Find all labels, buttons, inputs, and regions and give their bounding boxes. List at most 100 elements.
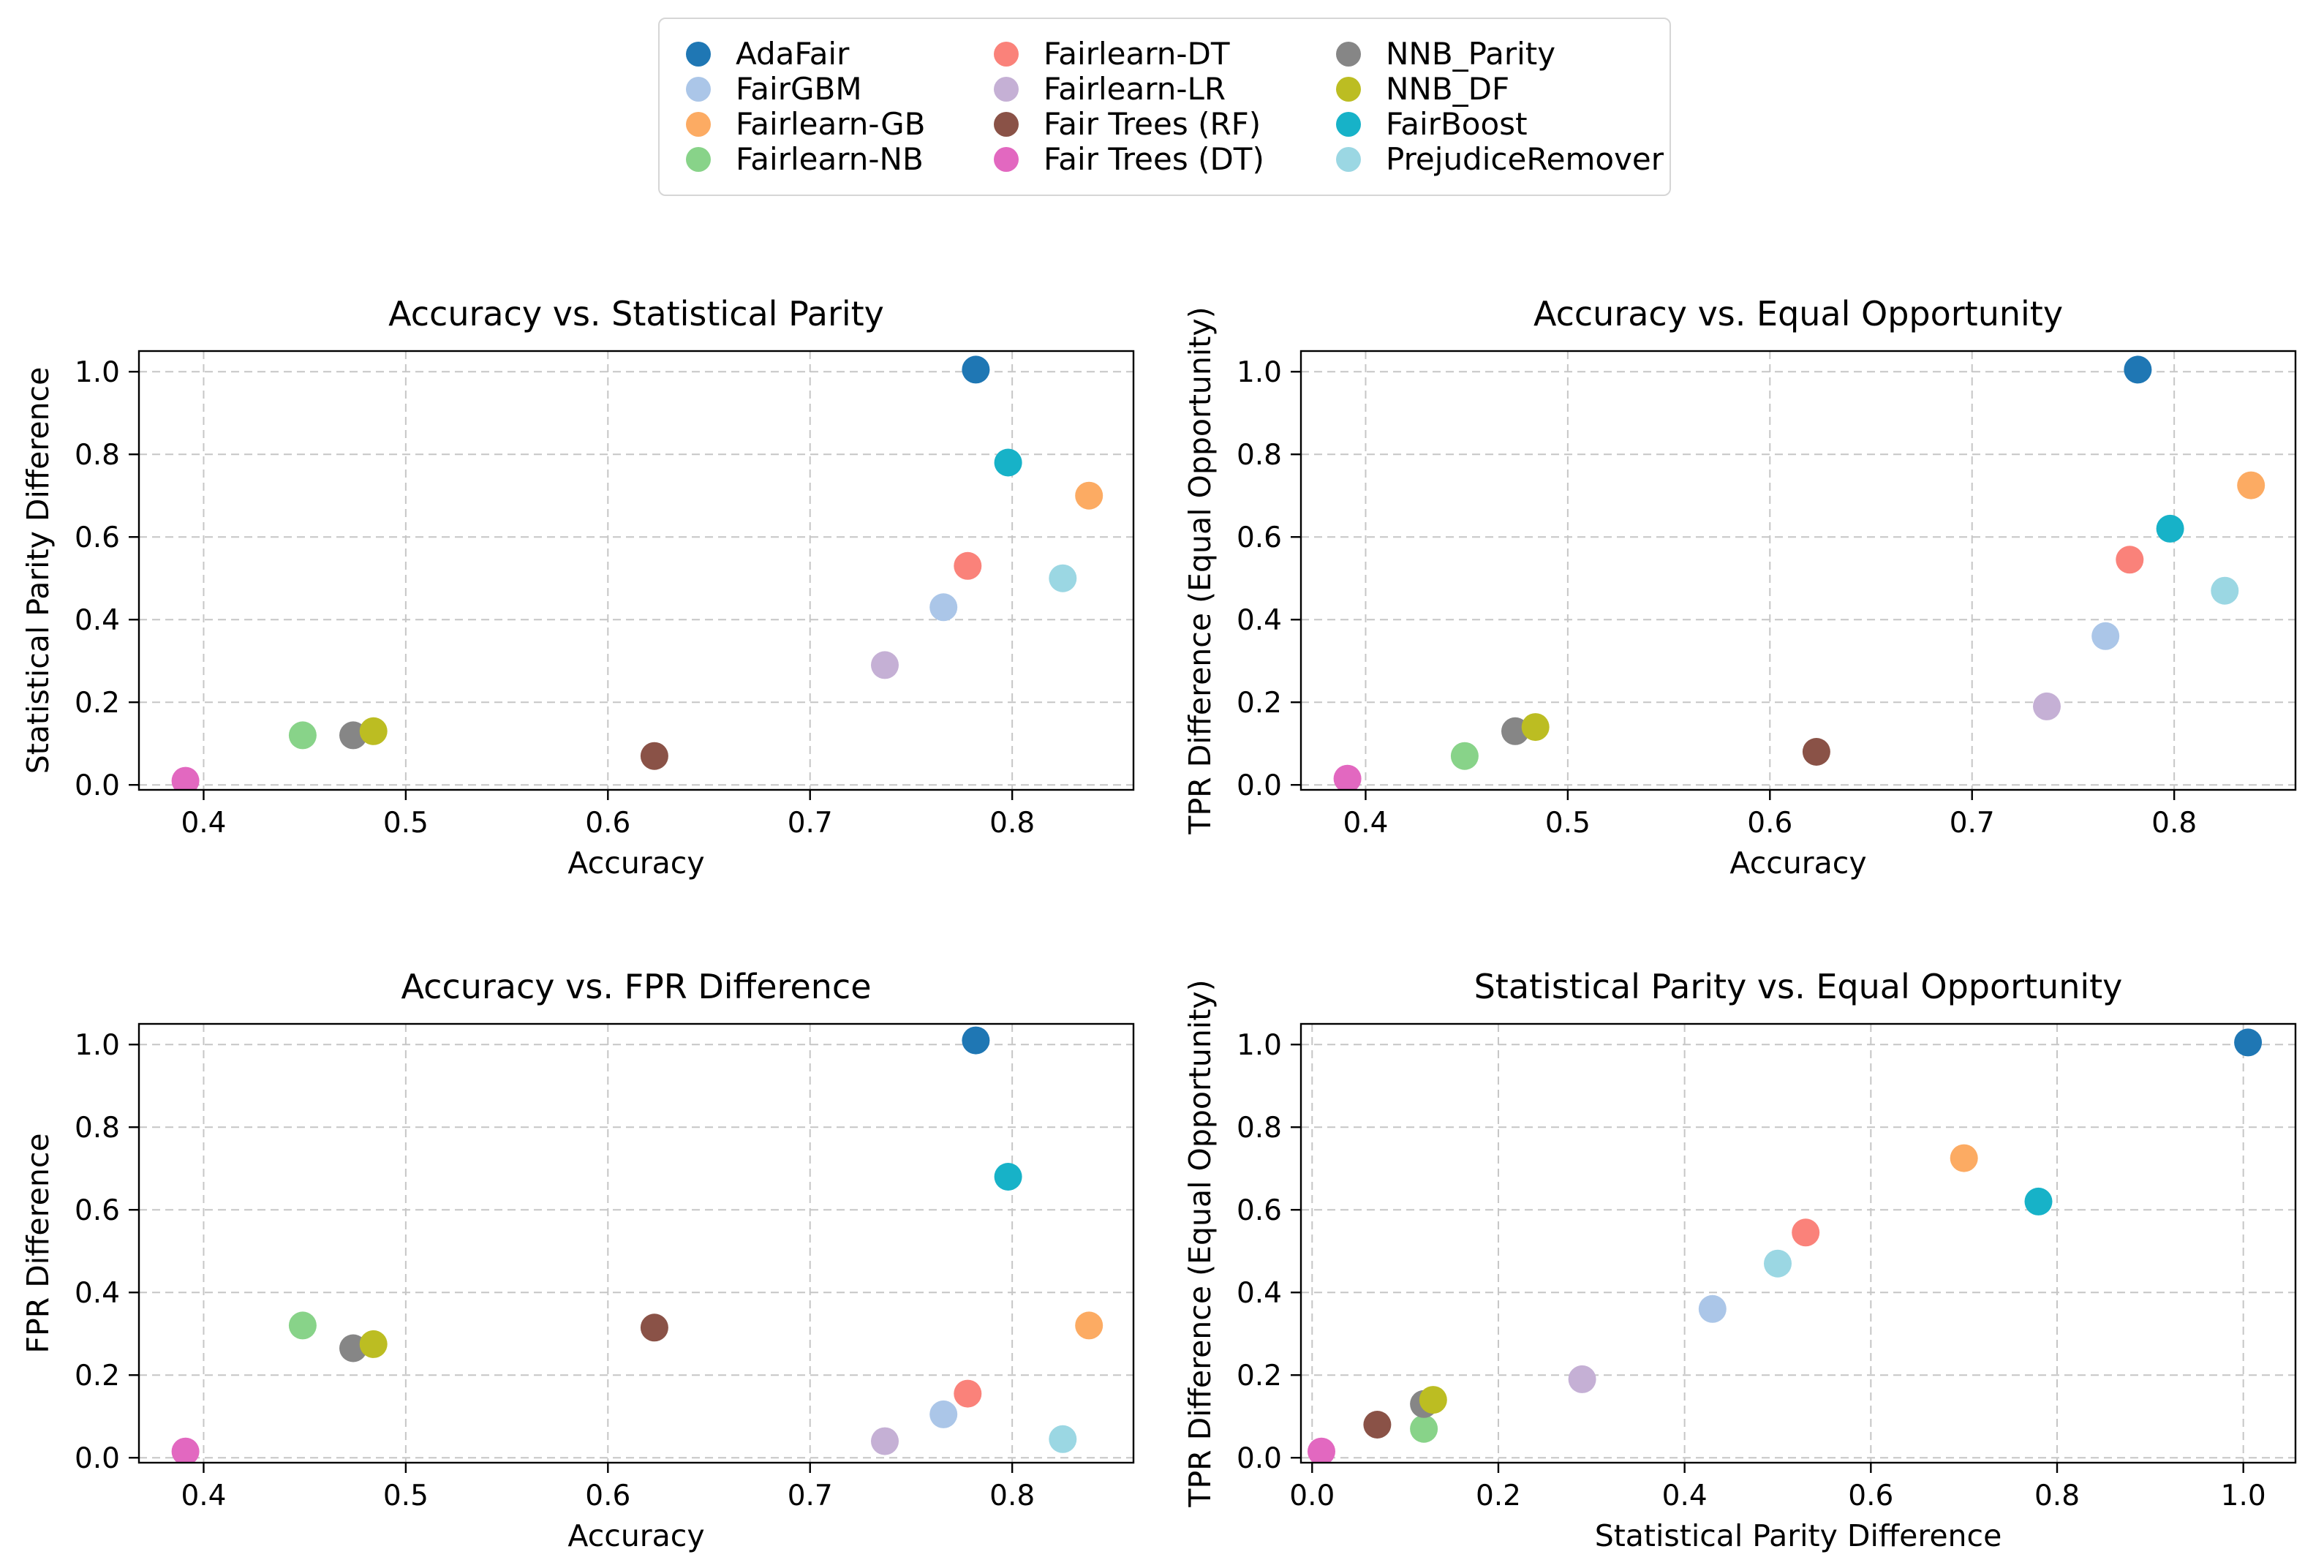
point-fair-trees-dt — [171, 766, 200, 790]
y-axis-label: Statistical Parity Difference — [20, 366, 56, 774]
y-tick-label: 0.2 — [1237, 687, 1282, 720]
legend-item-label: Fair Trees (DT) — [1044, 141, 1264, 177]
point-fairlearn-gb — [1075, 1311, 1103, 1340]
point-prejudiceremover — [1049, 1425, 1077, 1453]
x-tick-label: 0.4 — [1662, 1480, 1708, 1512]
tick-labels: 0.0 0.2 0.4 0.6 0.8 1.0 0.0 0.2 0.4 0.6 0.8 1.0 — [1237, 1029, 2266, 1512]
axes-frame — [1299, 350, 2297, 791]
x-tick-label: 0.8 — [2034, 1480, 2080, 1512]
y-tick-label: 0.4 — [1237, 604, 1282, 637]
panel-accuracy-vs-fpr-difference: 0.4 0.5 0.6 0.7 0.8 0.0 0.2 0.4 0.6 0.8 1.0 Accura… — [0, 907, 1162, 1558]
x-tick-label: 0.6 — [1747, 807, 1792, 840]
point-fairboost — [2156, 514, 2184, 543]
point-fair-trees-rf — [1363, 1411, 1392, 1439]
point-fairlearn-nb — [1450, 742, 1479, 770]
scatter-plot-statistical-parity-vs-equal-opportunity: 0.0 0.2 0.4 0.6 0.8 1.0 0.0 0.2 0.4 0.6 0.8 1.0 — [1237, 1022, 2297, 1512]
tick-labels: 0.4 0.5 0.6 0.7 0.8 0.0 0.2 0.4 0.6 0.8 1.0 — [75, 1029, 1035, 1512]
y-tick-label: 0.6 — [75, 1194, 120, 1227]
point-fairboost — [994, 1163, 1022, 1191]
point-fairgbm — [2091, 622, 2120, 650]
y-tick-label: 1.0 — [75, 1029, 120, 1062]
legend-item-label: NNB_Parity — [1386, 36, 1556, 72]
tick-marks — [129, 371, 1014, 800]
point-adafair — [962, 1026, 990, 1055]
legend-item-fairlearn-lr: Fairlearn-LR — [994, 74, 1336, 105]
legend-item-fairgbm: FairGBM — [686, 74, 994, 105]
scatter-plot-accuracy-vs-equal-opportunity: 0.4 0.5 0.6 0.7 0.8 0.0 0.2 0.4 0.6 0.8 1.0 — [1237, 350, 2297, 840]
y-tick-label: 0.4 — [75, 1277, 120, 1310]
x-tick-label: 0.7 — [1950, 807, 1995, 840]
y-tick-label: 0.6 — [1237, 1194, 1282, 1227]
legend-item-fairlearn-gb: Fairlearn-GB — [686, 109, 994, 140]
tick-labels: 0.4 0.5 0.6 0.7 0.8 0.0 0.2 0.4 0.6 0.8 1.0 — [1237, 356, 2197, 840]
point-fairlearn-dt — [954, 551, 982, 580]
x-tick-label: 0.5 — [383, 807, 429, 840]
y-tick-label: 0.0 — [1237, 769, 1282, 802]
y-tick-label: 1.0 — [1237, 1029, 1282, 1062]
gridlines — [1301, 351, 2295, 790]
x-tick-label: 0.0 — [1289, 1480, 1335, 1512]
data-points — [171, 355, 1103, 790]
x-axis-label: Statistical Parity Difference — [1594, 1518, 2002, 1553]
x-tick-label: 0.8 — [989, 1480, 1035, 1512]
point-nnb-df — [359, 717, 388, 745]
axes-frame — [1299, 1022, 2297, 1464]
point-fair-trees-dt — [1333, 764, 1362, 790]
gridlines — [1301, 1024, 2295, 1463]
point-fairlearn-nb — [288, 1311, 317, 1340]
legend-marker-icon — [686, 42, 711, 67]
legend-item-fair-trees-dt: Fair Trees (DT) — [994, 144, 1336, 175]
scatter-plot-accuracy-vs-statistical-parity: 0.4 0.5 0.6 0.7 0.8 0.0 0.2 0.4 0.6 0.8 1.0 — [75, 350, 1135, 840]
point-fairlearn-gb — [1075, 481, 1103, 510]
legend-item-label: Fairlearn-NB — [736, 141, 924, 177]
point-adafair — [2124, 355, 2152, 384]
axes-frame — [137, 350, 1135, 791]
x-tick-label: 0.4 — [1343, 807, 1388, 840]
point-fairgbm — [929, 593, 958, 622]
legend-item-adafair: AdaFair — [686, 39, 994, 69]
legend-item-label: Fair Trees (RF) — [1044, 106, 1261, 142]
y-tick-label: 0.0 — [75, 769, 120, 802]
point-nnb-df — [359, 1330, 388, 1358]
x-tick-label: 0.4 — [181, 1480, 226, 1512]
point-fairgbm — [1698, 1294, 1727, 1323]
point-fairlearn-lr — [871, 651, 899, 679]
x-tick-label: 0.7 — [788, 1480, 833, 1512]
point-fairlearn-dt — [1792, 1218, 1820, 1247]
legend-marker-icon — [686, 77, 711, 102]
point-fair-trees-dt — [1308, 1437, 1335, 1463]
panel-accuracy-vs-statistical-parity: 0.4 0.5 0.6 0.7 0.8 0.0 0.2 0.4 0.6 0.8 1.0 Accura… — [0, 234, 1162, 885]
point-fairboost — [2024, 1187, 2053, 1215]
point-fairlearn-dt — [2116, 546, 2144, 574]
legend-item-prejudiceremover: PrejudiceRemover — [1336, 144, 1664, 175]
point-fairboost — [994, 448, 1022, 477]
x-tick-label: 0.8 — [2151, 807, 2197, 840]
legend-item-label: FairBoost — [1386, 106, 1528, 142]
panel-accuracy-vs-equal-opportunity: 0.4 0.5 0.6 0.7 0.8 0.0 0.2 0.4 0.6 0.8 1.0 Accura… — [1162, 234, 2324, 885]
panel-title: Accuracy vs. FPR Difference — [401, 967, 872, 1006]
legend-marker-icon — [1336, 147, 1361, 172]
legend-marker-icon — [994, 42, 1019, 67]
legend-marker-icon — [1336, 42, 1361, 67]
tick-marks — [1291, 1044, 2244, 1473]
legend-marker-icon — [994, 112, 1019, 137]
data-points — [1333, 355, 2265, 790]
y-tick-label: 1.0 — [75, 356, 120, 389]
data-points — [171, 1026, 1103, 1463]
point-prejudiceremover — [1049, 564, 1077, 592]
point-fair-trees-rf — [1802, 738, 1830, 766]
point-fair-trees-dt — [171, 1437, 200, 1463]
x-tick-label: 0.6 — [585, 1480, 630, 1512]
legend: AdaFair FairGBM Fairlearn-GB Fairlearn-NB Fa… — [658, 18, 1671, 196]
panel-title: Accuracy vs. Equal Opportunity — [1533, 294, 2064, 333]
point-adafair — [962, 355, 990, 384]
y-tick-label: 0.8 — [1237, 439, 1282, 472]
legend-marker-icon — [1336, 112, 1361, 137]
x-tick-label: 1.0 — [2221, 1480, 2266, 1512]
legend-item-fairlearn-nb: Fairlearn-NB — [686, 144, 994, 175]
x-axis-label: Accuracy — [567, 845, 705, 881]
y-axis-label: TPR Difference (Equal Opportunity) — [1182, 979, 1218, 1507]
legend-marker-icon — [686, 112, 711, 137]
point-fairlearn-lr — [1568, 1365, 1596, 1393]
